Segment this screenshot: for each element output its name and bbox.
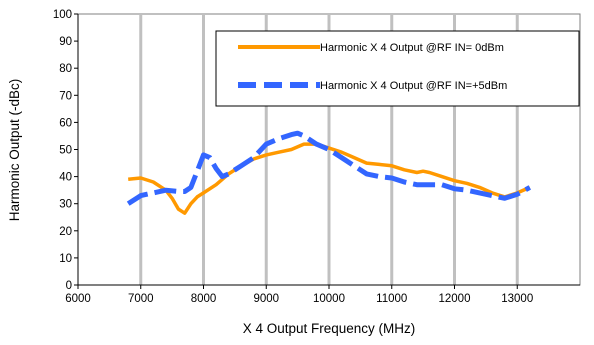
x-tick-label-7000: 7000 xyxy=(128,293,154,305)
y-tick-label-30: 30 xyxy=(59,199,72,211)
legend-box xyxy=(215,30,580,107)
y-tick-label-40: 40 xyxy=(59,172,72,184)
legend-label-0dbm: Harmonic X 4 Output @RF IN= 0dBm xyxy=(320,42,504,54)
x-tick-label-13000: 13000 xyxy=(501,293,533,305)
x-axis-ticks: 6000 7000 8000 9000 10000 11000 12000 13000 xyxy=(65,285,533,305)
y-tick-label-70: 70 xyxy=(59,90,72,102)
y-axis-title: Harmonic Output (-dBc) xyxy=(7,79,22,222)
x-tick-label-9000: 9000 xyxy=(253,293,279,305)
y-tick-label-60: 60 xyxy=(59,117,72,129)
x-tick-label-6000: 6000 xyxy=(65,293,91,305)
y-tick-label-80: 80 xyxy=(59,63,72,75)
x-tick-label-12000: 12000 xyxy=(439,293,471,305)
series-line-1 xyxy=(126,130,531,206)
y-tick-label-10: 10 xyxy=(59,253,72,265)
y-tick-label-50: 50 xyxy=(59,145,72,157)
x-tick-label-11000: 11000 xyxy=(376,293,407,305)
y-tick-label-0: 0 xyxy=(66,280,72,292)
series-lines xyxy=(126,130,531,215)
x-tick-label-10000: 10000 xyxy=(313,293,345,305)
legend-label-5dbm: Harmonic X 4 Output @RF IN=+5dBm xyxy=(320,80,507,92)
legend: Harmonic X 4 Output @RF IN= 0dBm Harmoni… xyxy=(215,30,580,107)
y-tick-label-20: 20 xyxy=(59,226,72,238)
x-axis-title: X 4 Output Frequency (MHz) xyxy=(243,321,416,336)
y-tick-label-90: 90 xyxy=(59,36,72,48)
y-tick-label-100: 100 xyxy=(53,9,72,21)
x-tick-label-8000: 8000 xyxy=(191,293,217,305)
y-axis-ticks: 0 10 20 30 40 50 60 70 80 90 100 xyxy=(53,9,78,292)
